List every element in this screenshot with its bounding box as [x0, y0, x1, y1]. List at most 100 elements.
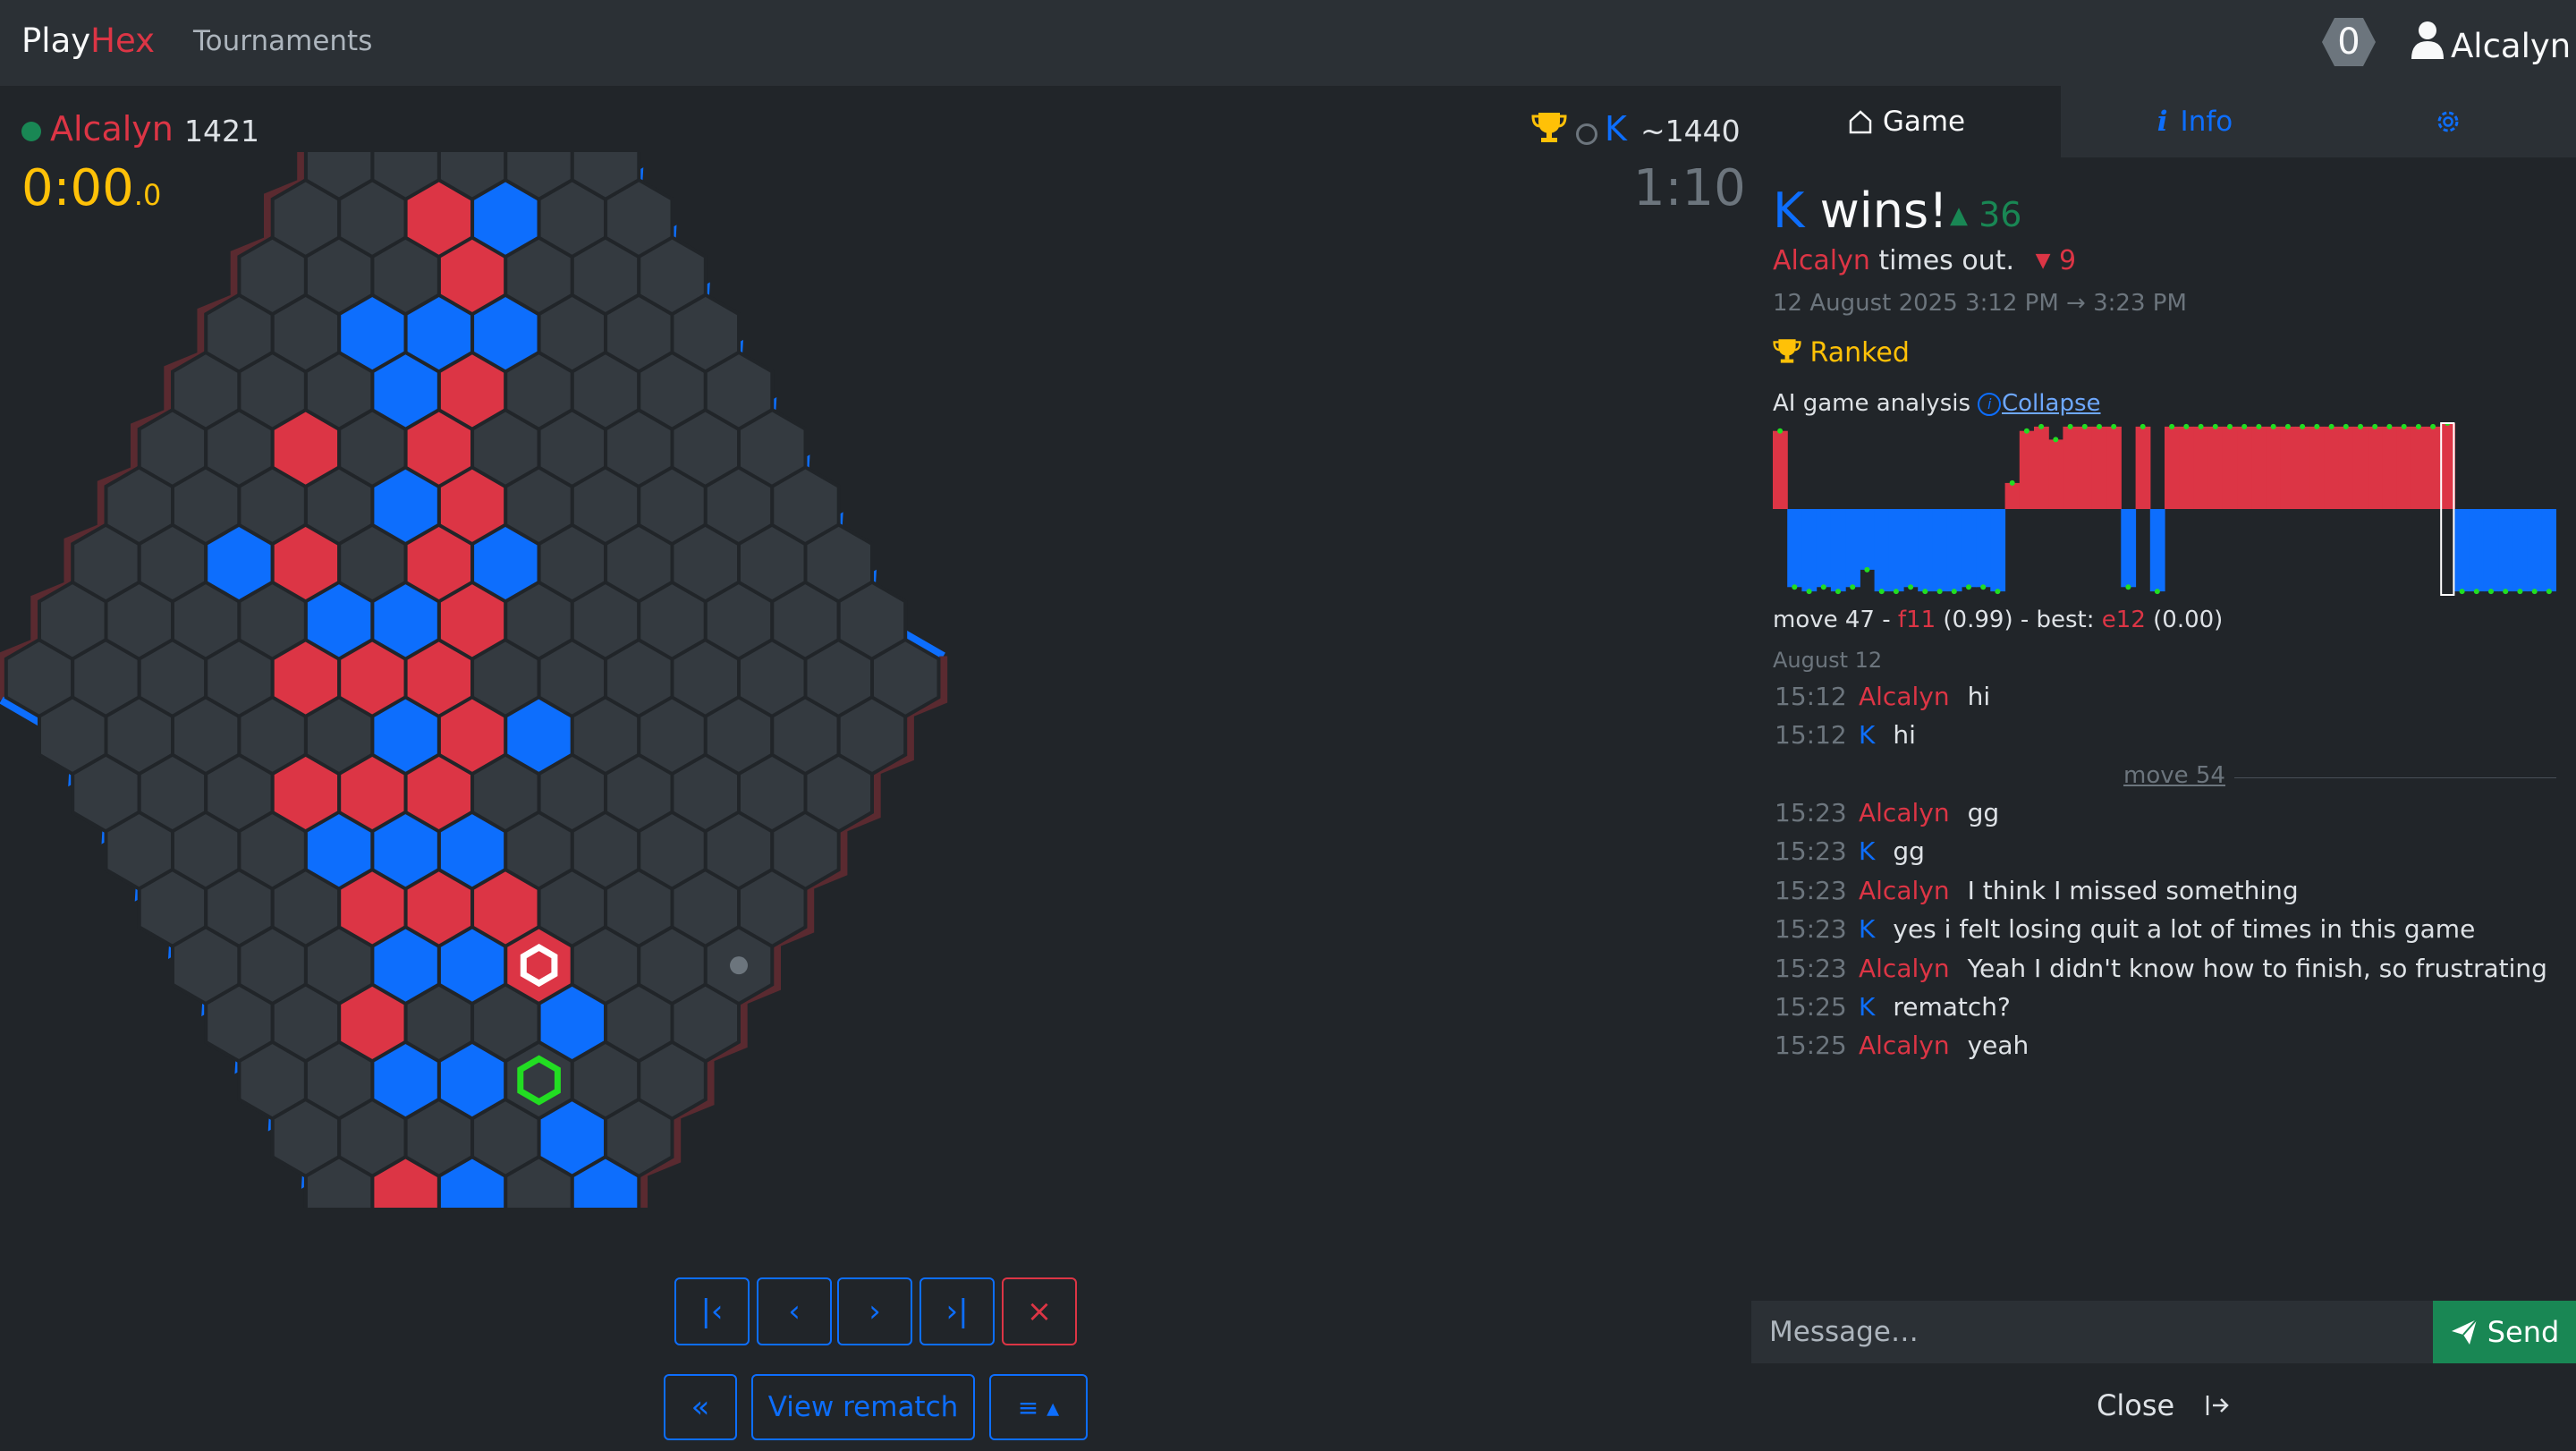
player-blue-name[interactable]: K	[1605, 109, 1627, 148]
player-red-name[interactable]: Alcalyn	[50, 109, 174, 148]
analysis-bar-move-53[interactable]	[2527, 509, 2543, 592]
analysis-bar-move-27[interactable]	[2149, 509, 2165, 592]
analysis-point-move-52	[2517, 589, 2523, 595]
analysis-bar-move-22[interactable]	[2077, 426, 2093, 509]
analysis-bar-move-17[interactable]	[2004, 482, 2021, 509]
rewind-button[interactable]: «	[664, 1374, 737, 1440]
analysis-bar-move-10[interactable]	[1903, 509, 1919, 588]
analysis-point-move-25	[2125, 584, 2131, 590]
swap-indicator-dot	[730, 956, 749, 975]
analysis-bar-move-16[interactable]	[1990, 509, 2006, 592]
first-move-button[interactable]: |‹	[674, 1277, 750, 1345]
analysis-point-move-41	[2358, 423, 2363, 429]
analysis-bar-move-41[interactable]	[2352, 426, 2368, 509]
analysis-bar-move-31[interactable]	[2207, 426, 2224, 509]
analysis-point-move-51	[2503, 589, 2509, 595]
previous-move-button[interactable]: ‹	[757, 1277, 832, 1345]
analysis-bar-move-4[interactable]	[1816, 509, 1832, 588]
analysis-bar-move-51[interactable]	[2498, 509, 2513, 592]
chat-author[interactable]: Alcalyn	[1859, 953, 1950, 983]
tab-settings[interactable]	[2329, 86, 2576, 157]
tab-game[interactable]: Game	[1751, 86, 2061, 157]
analysis-bar-move-20[interactable]	[2048, 439, 2063, 509]
analysis-bar-move-26[interactable]	[2135, 426, 2151, 509]
game-menu-button[interactable]: ≡ ▴	[989, 1374, 1088, 1440]
tab-info[interactable]: i Info	[2061, 86, 2329, 157]
analysis-bar-move-3[interactable]	[1801, 509, 1818, 592]
analysis-bar-move-54[interactable]	[2541, 509, 2556, 592]
analysis-bar-move-11[interactable]	[1918, 509, 1933, 592]
analysis-bar-move-8[interactable]	[1874, 509, 1890, 592]
analysis-chart[interactable]	[1773, 422, 2556, 596]
chat-text: gg	[1967, 798, 2000, 827]
chat-author[interactable]: Alcalyn	[1859, 798, 1950, 827]
analysis-bar-move-13[interactable]	[1946, 509, 1962, 592]
result-heading: K wins!	[1773, 182, 1948, 239]
close-sidebar-button[interactable]: Close	[2097, 1388, 2175, 1422]
analysis-bar-move-25[interactable]	[2121, 509, 2137, 588]
analysis-bar-move-24[interactable]	[2106, 426, 2122, 509]
chat-author[interactable]: K	[1859, 992, 1876, 1022]
close-replay-button[interactable]: ×	[1002, 1277, 1077, 1345]
message-input[interactable]	[1751, 1301, 2433, 1363]
analysis-bar-move-21[interactable]	[2063, 426, 2079, 509]
chat-author[interactable]: Alcalyn	[1859, 875, 1950, 905]
analysis-bar-move-6[interactable]	[1845, 509, 1860, 588]
analysis-bar-move-44[interactable]	[2396, 426, 2412, 509]
chat-author[interactable]: Alcalyn	[1859, 682, 1950, 711]
analysis-bar-move-46[interactable]	[2426, 426, 2441, 509]
analysis-bar-move-50[interactable]	[2483, 509, 2499, 592]
analysis-bar-move-23[interactable]	[2091, 426, 2107, 509]
chat-text: yeah	[1967, 1031, 2029, 1061]
analysis-bar-move-1[interactable]	[1773, 430, 1788, 509]
analysis-bar-move-12[interactable]	[1932, 509, 1948, 592]
next-move-button[interactable]: ›	[837, 1277, 912, 1345]
analysis-bar-move-5[interactable]	[1830, 509, 1846, 592]
analysis-bar-move-33[interactable]	[2237, 426, 2252, 509]
analysis-bar-move-40[interactable]	[2338, 426, 2354, 509]
chat-author[interactable]: K	[1859, 836, 1876, 867]
analysis-bar-move-19[interactable]	[2034, 426, 2049, 509]
offline-indicator	[1576, 123, 1597, 145]
analysis-bar-move-9[interactable]	[1888, 509, 1904, 592]
collapse-analysis-link[interactable]: Collapse	[2002, 390, 2101, 417]
analysis-bar-move-47[interactable]	[2440, 423, 2455, 509]
analysis-bar-move-29[interactable]	[2179, 426, 2194, 509]
analysis-bar-move-15[interactable]	[1976, 509, 1991, 588]
analysis-bar-move-32[interactable]	[2222, 426, 2238, 509]
analysis-bar-move-49[interactable]	[2469, 509, 2485, 592]
collapse-right-icon[interactable]	[2204, 1392, 2231, 1419]
last-move-button[interactable]: ›|	[919, 1277, 995, 1345]
chat-author[interactable]: K	[1859, 720, 1876, 751]
analysis-bar-move-39[interactable]	[2324, 426, 2340, 509]
analysis-bar-move-30[interactable]	[2193, 426, 2209, 509]
analysis-bar-move-18[interactable]	[2019, 430, 2035, 509]
analysis-bar-move-42[interactable]	[2368, 426, 2383, 509]
brand-logo[interactable]: PlayHex	[21, 21, 156, 60]
user-icon[interactable]	[2410, 20, 2445, 59]
analysis-bar-move-28[interactable]	[2165, 426, 2180, 509]
send-button[interactable]: Send	[2433, 1301, 2576, 1363]
view-rematch-button[interactable]: View rematch	[751, 1374, 975, 1440]
chat-author[interactable]: Alcalyn	[1859, 1031, 1950, 1061]
chat-time: 15:23	[1775, 836, 1847, 867]
analysis-bar-move-34[interactable]	[2251, 426, 2267, 509]
analysis-bar-move-43[interactable]	[2382, 426, 2398, 509]
nav-link-tournaments[interactable]: Tournaments	[193, 25, 373, 57]
analysis-bar-move-7[interactable]	[1860, 509, 1876, 570]
notification-badge[interactable]: 0	[2320, 16, 2377, 68]
hex-cell-n14[interactable]	[870, 637, 941, 719]
analysis-bar-move-2[interactable]	[1787, 509, 1802, 588]
user-menu-name[interactable]: Alcalyn	[2451, 27, 2572, 65]
analysis-bar-move-45[interactable]	[2411, 426, 2427, 509]
analysis-bar-move-52[interactable]	[2512, 509, 2529, 592]
analysis-bar-move-14[interactable]	[1961, 509, 1977, 588]
analysis-bar-move-36[interactable]	[2280, 426, 2296, 509]
analysis-bar-move-48[interactable]	[2454, 509, 2470, 592]
hex-board[interactable]	[0, 152, 1751, 1208]
chat-author[interactable]: K	[1859, 914, 1876, 945]
move-divider-link[interactable]: move 54	[2114, 762, 2234, 789]
analysis-bar-move-37[interactable]	[2295, 426, 2310, 509]
analysis-bar-move-38[interactable]	[2309, 426, 2325, 509]
analysis-bar-move-35[interactable]	[2266, 426, 2282, 509]
